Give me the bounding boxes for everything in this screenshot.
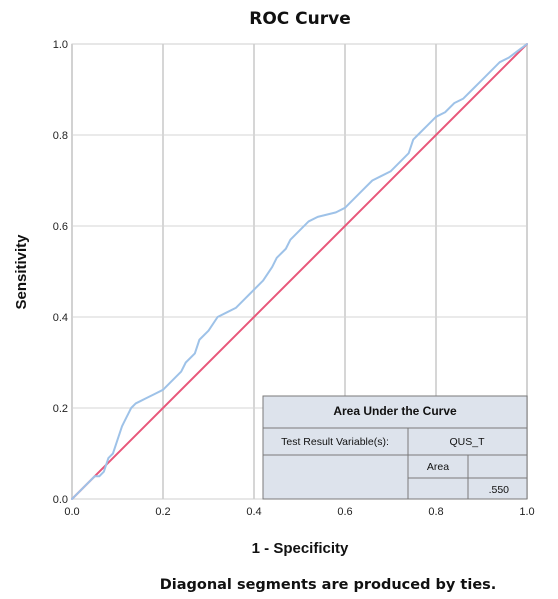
- y-tick-label: 0.0: [53, 494, 68, 506]
- y-tick-label: 0.2: [53, 403, 68, 415]
- roc-curve-line: [71, 43, 528, 500]
- x-tick-label: 0.8: [428, 506, 443, 518]
- series-layer: [71, 43, 528, 500]
- reference-diagonal-line: [71, 43, 528, 500]
- auc-column-header: Area: [427, 461, 449, 473]
- y-tick-labels: 0.0 0.2 0.4 0.6 0.8 1.0: [53, 39, 68, 506]
- auc-table: Area Under the Curve Test Result Variabl…: [262, 395, 528, 500]
- y-tick-label: 1.0: [53, 39, 68, 51]
- x-tick-label: 1.0: [519, 506, 534, 518]
- x-tick-label: 0.4: [246, 506, 261, 518]
- chart-footnote: Diagonal segments are produced by ties.: [160, 577, 497, 593]
- auc-variable-value: QUS_T: [449, 436, 485, 448]
- auc-table-bg: [262, 395, 528, 500]
- auc-table-title: Area Under the Curve: [333, 404, 457, 418]
- x-axis-label: 1 - Specificity: [252, 540, 349, 557]
- x-tick-label: 0.2: [155, 506, 170, 518]
- y-tick-label: 0.6: [53, 221, 68, 233]
- y-axis-label: Sensitivity: [13, 234, 30, 310]
- x-tick-label: 0.0: [64, 506, 79, 518]
- auc-variable-label: Test Result Variable(s):: [281, 436, 389, 448]
- y-tick-label: 0.4: [53, 312, 68, 324]
- auc-area-value: .550: [489, 484, 510, 496]
- x-tick-labels: 0.0 0.2 0.4 0.6 0.8 1.0: [64, 506, 534, 518]
- x-tick-label: 0.6: [337, 506, 352, 518]
- y-tick-label: 0.8: [53, 130, 68, 142]
- chart-title: ROC Curve: [249, 9, 351, 29]
